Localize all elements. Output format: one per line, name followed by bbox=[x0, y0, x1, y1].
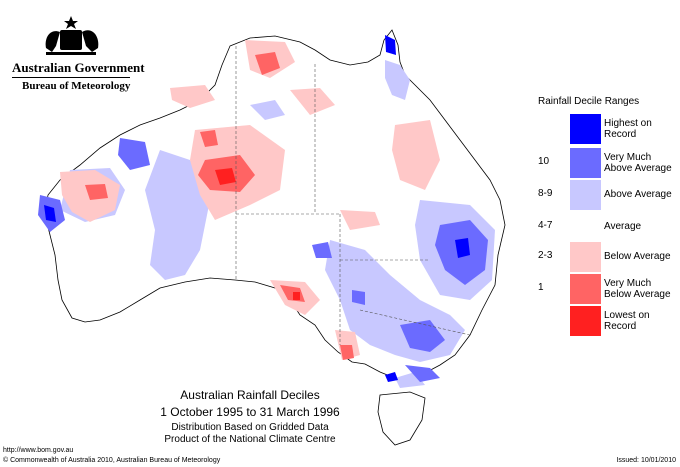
copyright-notice: © Commonwealth of Australia 2010, Austra… bbox=[3, 457, 221, 464]
map-note-distribution: Distribution Based on Gridded Data bbox=[171, 422, 329, 433]
legend-label: Average bbox=[604, 221, 642, 232]
legend-swatch bbox=[570, 148, 601, 178]
legend-item-highest: Highest on Record bbox=[0, 114, 680, 144]
legend-range: 4-7 bbox=[538, 220, 553, 231]
highest-on-record-regions bbox=[44, 35, 470, 382]
map-date-range: 1 October 1995 to 31 March 1996 bbox=[160, 405, 340, 419]
lowest-on-record-regions bbox=[215, 168, 300, 300]
issued-date: Issued: 10/01/2010 bbox=[616, 457, 676, 464]
legend-swatch bbox=[570, 212, 601, 242]
legend-range: 10 bbox=[538, 156, 550, 167]
legend-item-very-much-above: 10 Very Much Above Average bbox=[0, 148, 680, 178]
legend-swatch bbox=[570, 242, 601, 272]
legend-swatch bbox=[570, 306, 601, 336]
legend-label: Below Average bbox=[604, 251, 671, 262]
legend-item-lowest: Lowest on Record bbox=[0, 306, 680, 336]
legend-item-very-much-below: 1 Very Much Below Average bbox=[0, 274, 680, 304]
legend-item-average: 4-7 Average bbox=[0, 212, 680, 242]
coat-of-arms-icon bbox=[45, 16, 99, 55]
legend-label: Very Much Above Average bbox=[604, 152, 672, 174]
legend-title: Rainfall Decile Ranges bbox=[538, 96, 640, 107]
bureau-name: Bureau of Meteorology bbox=[22, 80, 131, 92]
tasmania-outline bbox=[377, 391, 426, 446]
legend-swatch bbox=[570, 274, 601, 304]
legend-label: Above Average bbox=[604, 189, 672, 200]
legend-range: 2-3 bbox=[538, 250, 553, 261]
legend-range: 1 bbox=[538, 282, 544, 293]
legend-label: Highest on Record bbox=[604, 118, 652, 140]
legend-item-below: 2-3 Below Average bbox=[0, 242, 680, 272]
website-url: http://www.bom.gov.au bbox=[3, 447, 74, 454]
legend-item-above: 8-9 Above Average bbox=[0, 180, 680, 210]
agency-name: Australian Government bbox=[12, 60, 145, 75]
legend-swatch bbox=[570, 114, 601, 144]
map-title: Australian Rainfall Deciles bbox=[180, 388, 320, 402]
logo-divider bbox=[12, 77, 130, 78]
legend-range: 8-9 bbox=[538, 188, 553, 199]
map-note-product: Product of the National Climate Centre bbox=[164, 434, 336, 445]
legend-label: Lowest on Record bbox=[604, 310, 650, 332]
legend-label: Very Much Below Average bbox=[604, 278, 671, 300]
legend-swatch bbox=[570, 180, 601, 210]
state-borders bbox=[235, 46, 471, 345]
